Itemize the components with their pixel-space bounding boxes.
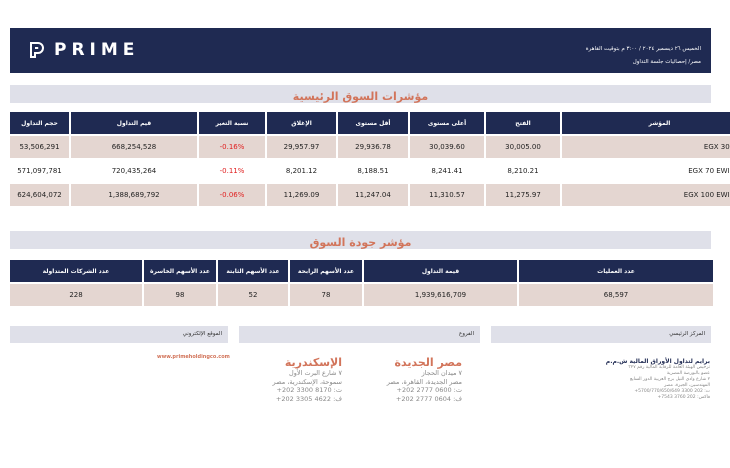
cell-close: 11,269.09 — [267, 184, 336, 206]
branch-alexandria: الإسكندرية ٧ شارع البرت الأول سموحة، الإ… — [250, 356, 342, 403]
cell-value: 668,254,528 — [71, 136, 197, 158]
cell-volume: 53,506,291 — [10, 136, 69, 158]
indices-header-row: حجم التداول قيم التداول نسبة التغير الإغ… — [10, 112, 730, 134]
branch-alexandria-fax: ف: 4622 3305 202+ — [275, 394, 342, 403]
prime-logo-icon — [30, 42, 44, 58]
branch-alexandria-phone: ت: 8170 3300 202+ — [276, 386, 342, 394]
cell-close: 29,957.97 — [267, 136, 336, 158]
col-index: المؤشر — [562, 112, 730, 134]
hq-line: ترخيص الهيئة العامة للرقابة المالية رقم … — [628, 365, 710, 370]
website-link[interactable]: www.primeholdingco.com — [157, 354, 230, 360]
cell-change: -0.16% — [199, 136, 265, 158]
cell-volume: 624,604,072 — [10, 184, 69, 206]
col-transactions: عدد العمليات — [519, 260, 713, 282]
report-header: PRIME الخميس ٢٦ ديسمبر ٢٠٢٤ / ٣:٠٠ م بتو… — [10, 28, 711, 73]
branch-heliopolis-line: ٧ ميدان الحجاز — [421, 369, 462, 377]
col-unchanged: عدد الأسهم الثابتة — [218, 260, 288, 282]
cell-change: -0.11% — [219, 167, 245, 175]
cell-close: 8,201.12 — [285, 167, 318, 175]
indices-table: حجم التداول قيم التداول نسبة التغير الإغ… — [8, 110, 730, 208]
quality-section-title: مؤشر جودة السوق — [309, 236, 412, 249]
hq-line: المهندسين، الجيزة، مصر — [664, 383, 710, 388]
cell-companies-traded: 228 — [10, 284, 142, 306]
col-traded-value: قيمة التداول — [364, 260, 517, 282]
cell-value: 720,435,264 — [111, 167, 157, 175]
table-row: 624,604,072 1,388,689,792 -0.06% 11,269.… — [10, 184, 730, 206]
col-losers: عدد الأسهم الخاسرة — [144, 260, 216, 282]
hq-phone: ت: 202 3300 5700/770/650/649+ — [634, 389, 710, 394]
quality-section-title-bar: مؤشر جودة السوق — [10, 231, 711, 249]
headquarters-info: برايم لتداول الأوراق المالية ش.م.م ترخيص… — [560, 358, 710, 401]
cell-low: 11,247.04 — [338, 184, 408, 206]
indices-section-title: مؤشرات السوق الرئيسية — [292, 90, 429, 103]
logo-text: PRIME — [54, 40, 140, 60]
cell-open: 8,210.21 — [507, 167, 539, 175]
table-row: 571,097,781 720,435,264 -0.11% 8,201.12 … — [10, 160, 730, 182]
cell-index-name: مؤشر EGX 70 EWI — [688, 167, 730, 175]
indices-section-title-bar: مؤشرات السوق الرئيسية — [10, 85, 711, 103]
cell-high: 11,310.57 — [410, 184, 484, 206]
cell-value: 1,388,689,792 — [71, 184, 197, 206]
branch-heliopolis-city: مصر الجديدة — [394, 356, 462, 369]
report-subtitle: مصر/ إحصائيات جلسة التداول — [632, 59, 701, 65]
col-high: أعلى مستوى — [410, 112, 484, 134]
quality-header-row: عدد الشركات المتداولة عدد الأسهم الخاسرة… — [10, 260, 713, 282]
col-change: نسبة التغير — [199, 112, 265, 134]
cell-index-name: مؤشر EGX 100 EWI — [562, 184, 730, 206]
col-gainers: عدد الأسهم الرابحة — [290, 260, 362, 282]
table-row: 53,506,291 668,254,528 -0.16% 29,957.97 … — [10, 136, 730, 158]
report-date: الخميس ٢٦ ديسمبر ٢٠٢٤ / ٣:٠٠ م بتوقيت ال… — [585, 46, 701, 52]
footer-website-header: الموقع الإلكتروني — [10, 326, 228, 343]
branch-alexandria-line: ٧ شارع البرت الأول — [289, 369, 342, 377]
cell-losers: 98 — [144, 284, 216, 306]
cell-low: 29,936.78 — [338, 136, 408, 158]
table-row: 228 98 52 78 1,939,616,709 68,597 — [10, 284, 713, 306]
cell-open: 30,005.00 — [486, 136, 560, 158]
branch-alexandria-city: الإسكندرية — [284, 356, 342, 369]
col-volume: حجم التداول — [10, 112, 69, 134]
quality-table: عدد الشركات المتداولة عدد الأسهم الخاسرة… — [8, 258, 715, 308]
prime-logo: PRIME — [30, 40, 139, 60]
cell-high: 8,241.41 — [431, 167, 463, 175]
cell-change: -0.06% — [199, 184, 265, 206]
cell-unchanged: 52 — [218, 284, 288, 306]
cell-transactions: 68,597 — [519, 284, 713, 306]
cell-gainers: 78 — [290, 284, 362, 306]
branch-heliopolis-fax: ف: 0604 2777 202+ — [395, 394, 462, 403]
cell-traded-value: 1,939,616,709 — [364, 284, 517, 306]
hq-fax: فاكس: 202 3760 7543+ — [657, 395, 710, 400]
col-close: الإغلاق — [267, 112, 336, 134]
footer-hq-header: المركز الرئيسي — [491, 326, 711, 343]
branch-heliopolis: مصر الجديدة ٧ ميدان الحجاز مصر الجديدة، … — [370, 356, 462, 403]
cell-volume: 571,097,781 — [17, 167, 62, 175]
branch-heliopolis-line: مصر الجديدة، القاهرة، مصر — [386, 377, 462, 386]
cell-index-name: مؤشر EGX 30 — [562, 136, 730, 158]
cell-low: 8,188.51 — [357, 167, 389, 175]
col-open: الفتح — [486, 112, 560, 134]
branch-heliopolis-phone: ت: 0600 2777 202+ — [396, 386, 462, 394]
hq-company-name: برايم لتداول الأوراق المالية ش.م.م — [605, 358, 710, 365]
col-low: أقل مستوى — [338, 112, 408, 134]
col-value: قيم التداول — [71, 112, 197, 134]
branch-alexandria-line: سموحة، الإسكندرية، مصر — [272, 377, 342, 386]
col-companies-traded: عدد الشركات المتداولة — [10, 260, 142, 282]
hq-line: عضو بالبورصة المصرية — [666, 371, 710, 376]
cell-high: 30,039.60 — [410, 136, 484, 158]
cell-open: 11,275.97 — [486, 184, 560, 206]
hq-line: ٢ شارع وادي النيل برج العربية الدور السا… — [629, 377, 710, 382]
footer-branches-header: الفروع — [239, 326, 480, 343]
